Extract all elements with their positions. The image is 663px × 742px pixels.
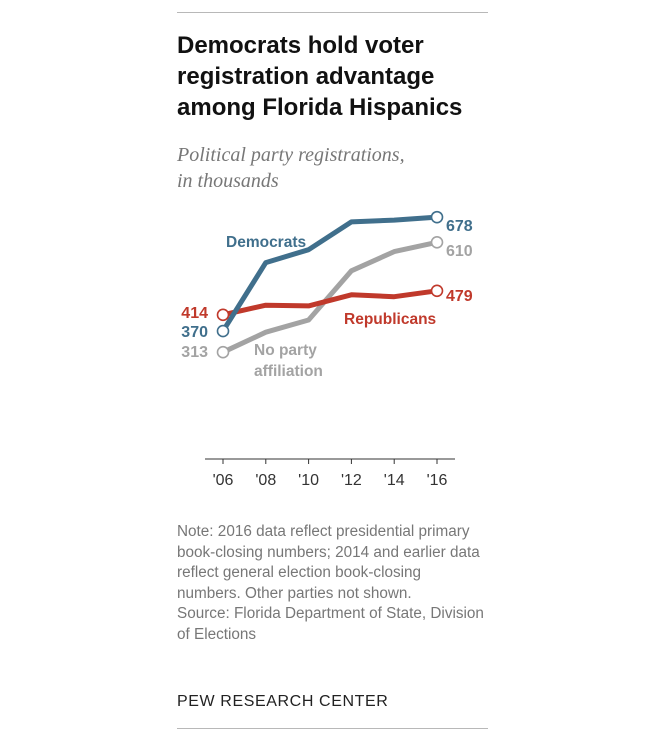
chart-title: Democrats hold voter registration advant…	[177, 32, 463, 121]
series-label-republicans: Republicans	[344, 311, 436, 328]
data-point-no-party-affiliation	[430, 236, 444, 249]
start-value-label-republicans: 414	[181, 305, 208, 322]
series-line-republicans	[220, 288, 440, 318]
start-value-label-no-party-affiliation: 313	[181, 344, 208, 361]
data-point-no-party-affiliation	[216, 345, 230, 359]
x-tick-label: '06	[213, 472, 234, 489]
x-tick-label: '10	[298, 472, 319, 489]
brand-logotype: PEW RESEARCH CENTER	[177, 693, 389, 710]
chart-subtitle: Political party registrations, in thousa…	[177, 142, 487, 194]
x-tick-label: '14	[384, 472, 405, 489]
series-label-no-party-affiliation: No party	[254, 342, 317, 359]
x-tick-label: '08	[255, 472, 276, 489]
source-text: Source: Florida Department of State, Div…	[177, 605, 484, 643]
series-label-democrats: Democrats	[226, 234, 306, 251]
start-value-label-democrats: 370	[181, 324, 208, 341]
bottom-rule	[177, 728, 488, 729]
top-rule	[177, 12, 488, 13]
data-point-republicans	[430, 284, 444, 298]
series-line-democrats	[220, 214, 440, 334]
footnote: Note: 2016 data reflect presidential pri…	[177, 522, 487, 645]
series-label-no-party-affiliation: affiliation	[254, 363, 323, 380]
subtitle-line-1: Political party registrations,	[177, 144, 405, 166]
subtitle-line-2: in thousands	[177, 170, 279, 192]
x-tick-label: '16	[427, 472, 448, 489]
end-value-label-democrats: 678	[446, 218, 473, 235]
end-value-label-republicans: 479	[446, 288, 473, 305]
note-text: Note: 2016 data reflect presidential pri…	[177, 523, 480, 602]
data-point-republicans	[216, 308, 230, 322]
data-point-democrats	[430, 210, 444, 224]
series-line-no-party-affiliation	[220, 239, 440, 355]
end-value-label-no-party-affiliation: 610	[446, 243, 473, 260]
x-tick-label: '12	[341, 472, 362, 489]
data-point-democrats	[216, 324, 230, 338]
